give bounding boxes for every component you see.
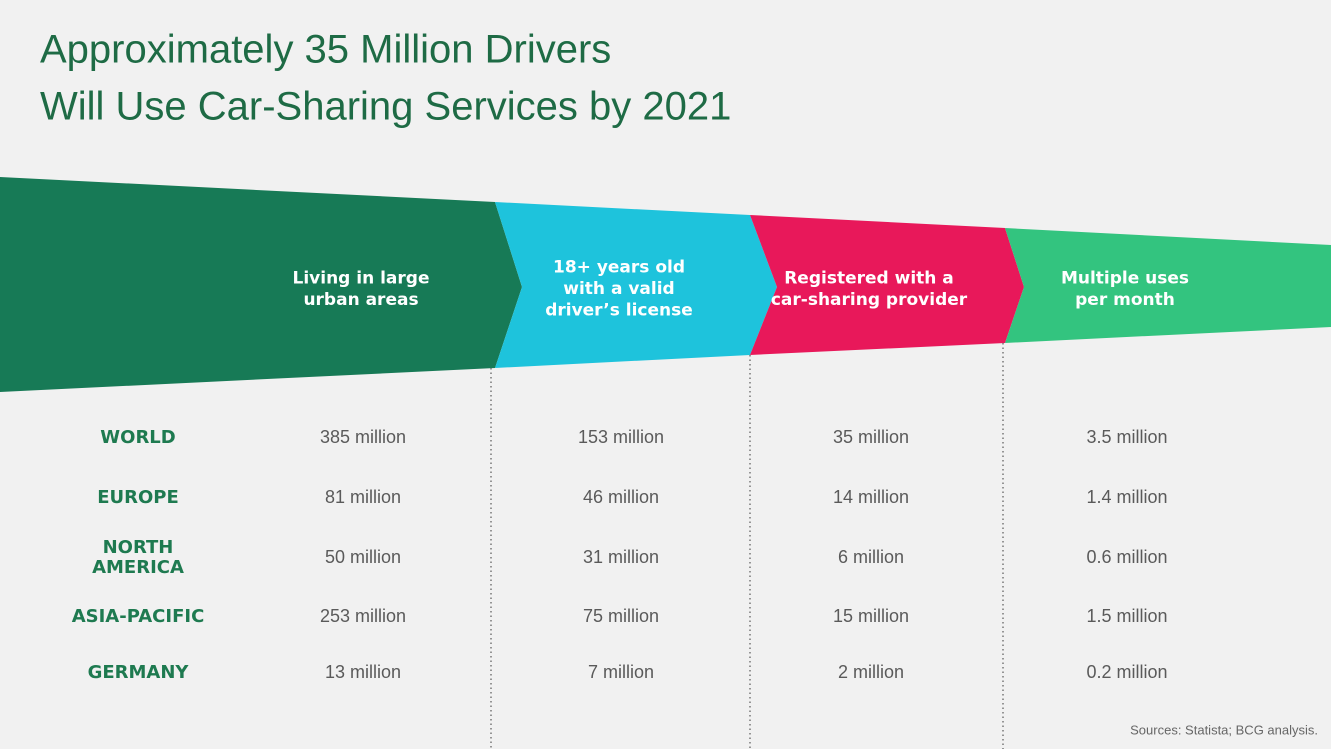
funnel-segment: [0, 177, 522, 392]
funnel-segment: [1005, 228, 1331, 343]
cell-value: 75 million: [583, 606, 659, 626]
cell-value: 15 million: [833, 606, 909, 626]
stage-label: car-sharing provider: [771, 290, 968, 310]
cell-value: 0.2 million: [1086, 662, 1167, 682]
stage-label: with a valid: [563, 279, 674, 299]
cell-value: 14 million: [833, 487, 909, 507]
region-label: WORLD: [100, 427, 175, 448]
stage-label: Registered with a: [784, 268, 954, 288]
stage-label: urban areas: [303, 290, 418, 310]
stage-label: per month: [1075, 290, 1175, 310]
cell-value: 31 million: [583, 547, 659, 567]
cell-value: 6 million: [838, 547, 904, 567]
funnel-segment: [750, 215, 1024, 355]
stage-label: 18+ years old: [553, 258, 685, 278]
funnel-segment: [495, 202, 777, 368]
source-note: Sources: Statista; BCG analysis.: [1130, 722, 1318, 737]
cell-value: 81 million: [325, 487, 401, 507]
cell-value: 3.5 million: [1086, 427, 1167, 447]
cell-value: 35 million: [833, 427, 909, 447]
cell-value: 50 million: [325, 547, 401, 567]
stage-label: Multiple uses: [1061, 268, 1189, 288]
cell-value: 385 million: [320, 427, 406, 447]
cell-value: 253 million: [320, 606, 406, 626]
cell-value: 1.5 million: [1086, 606, 1167, 626]
region-label: AMERICA: [92, 557, 184, 578]
cell-value: 46 million: [583, 487, 659, 507]
cell-value: 1.4 million: [1086, 487, 1167, 507]
title-line: Will Use Car-Sharing Services by 2021: [40, 85, 731, 129]
region-label: ASIA-PACIFIC: [72, 606, 205, 627]
cell-value: 0.6 million: [1086, 547, 1167, 567]
stage-label: driver’s license: [545, 301, 693, 321]
cell-value: 153 million: [578, 427, 664, 447]
region-label: GERMANY: [88, 662, 190, 683]
cell-value: 13 million: [325, 662, 401, 682]
cell-value: 7 million: [588, 662, 654, 682]
cell-value: 2 million: [838, 662, 904, 682]
region-label: NORTH: [103, 537, 174, 558]
title-line: Approximately 35 Million Drivers: [40, 28, 611, 72]
stage-label: Living in large: [293, 268, 430, 288]
region-label: EUROPE: [97, 487, 179, 508]
